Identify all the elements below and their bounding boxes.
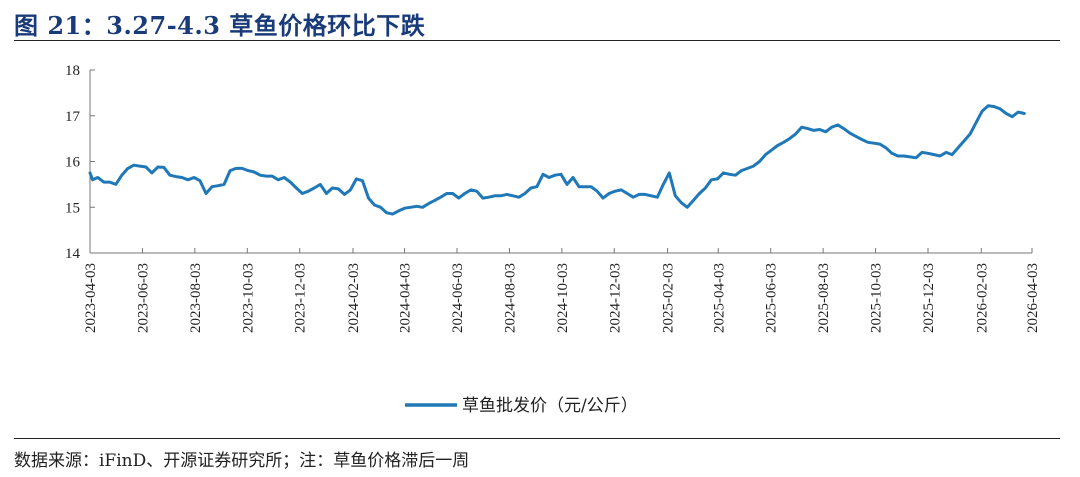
y-tick-label: 18: [65, 63, 80, 79]
x-tick-label: 2025-02-03: [661, 263, 677, 333]
chart-axes: [89, 70, 1032, 254]
footer-divider: [14, 438, 1060, 439]
y-tick-label: 16: [65, 155, 81, 171]
x-tick-label: 2025-12-03: [921, 263, 937, 333]
series-line: [88, 104, 1026, 216]
x-tick-label: 2025-08-03: [816, 263, 832, 333]
plot-area: [88, 104, 1026, 216]
x-tick-label: 2026-02-03: [974, 263, 990, 333]
x-tick-label: 2023-06-03: [135, 263, 151, 333]
line-chart: 14 15 16 17 18 2023-04-03 2023-06-03 2023-08-0…: [65, 63, 1041, 416]
x-tick-label: 2024-08-03: [502, 263, 518, 333]
x-tick-label: 2023-12-03: [293, 263, 309, 333]
source-note: 数据来源：iFinD、开源证券研究所；注：草鱼价格滞后一周: [14, 451, 470, 471]
y-tick-label: 14: [65, 246, 81, 262]
x-tick-label: 2024-12-03: [607, 263, 623, 333]
x-tick-label: 2024-06-03: [450, 263, 466, 333]
figure-title: 图 21：3.27-4.3 草鱼价格环比下跌: [14, 11, 426, 40]
x-tick-label: 2024-04-03: [398, 263, 414, 333]
x-tick-label: 2025-04-03: [711, 263, 727, 333]
legend-label: 草鱼批发价（元/公斤）: [462, 396, 638, 416]
y-tick-label: 15: [65, 200, 80, 216]
title-divider: [14, 40, 1060, 41]
x-tick-label: 2025-10-03: [869, 263, 885, 333]
x-tick-label: 2024-02-03: [346, 263, 362, 333]
x-tick-label: 2026-04-03: [1025, 263, 1041, 333]
y-axis-ticks: 14 15 16 17 18: [65, 63, 95, 262]
x-tick-label: 2023-10-03: [240, 263, 256, 333]
x-tick-label: 2025-06-03: [764, 263, 780, 333]
x-tick-label: 2024-10-03: [555, 263, 571, 333]
chart-legend: 草鱼批发价（元/公斤）: [405, 396, 638, 416]
x-tick-label: 2023-08-03: [188, 263, 204, 333]
y-tick-label: 17: [65, 109, 81, 125]
x-axis-ticks: 2023-04-03 2023-06-03 2023-08-03 2023-10-03…: [83, 248, 1041, 333]
x-tick-label: 2023-04-03: [83, 263, 99, 333]
